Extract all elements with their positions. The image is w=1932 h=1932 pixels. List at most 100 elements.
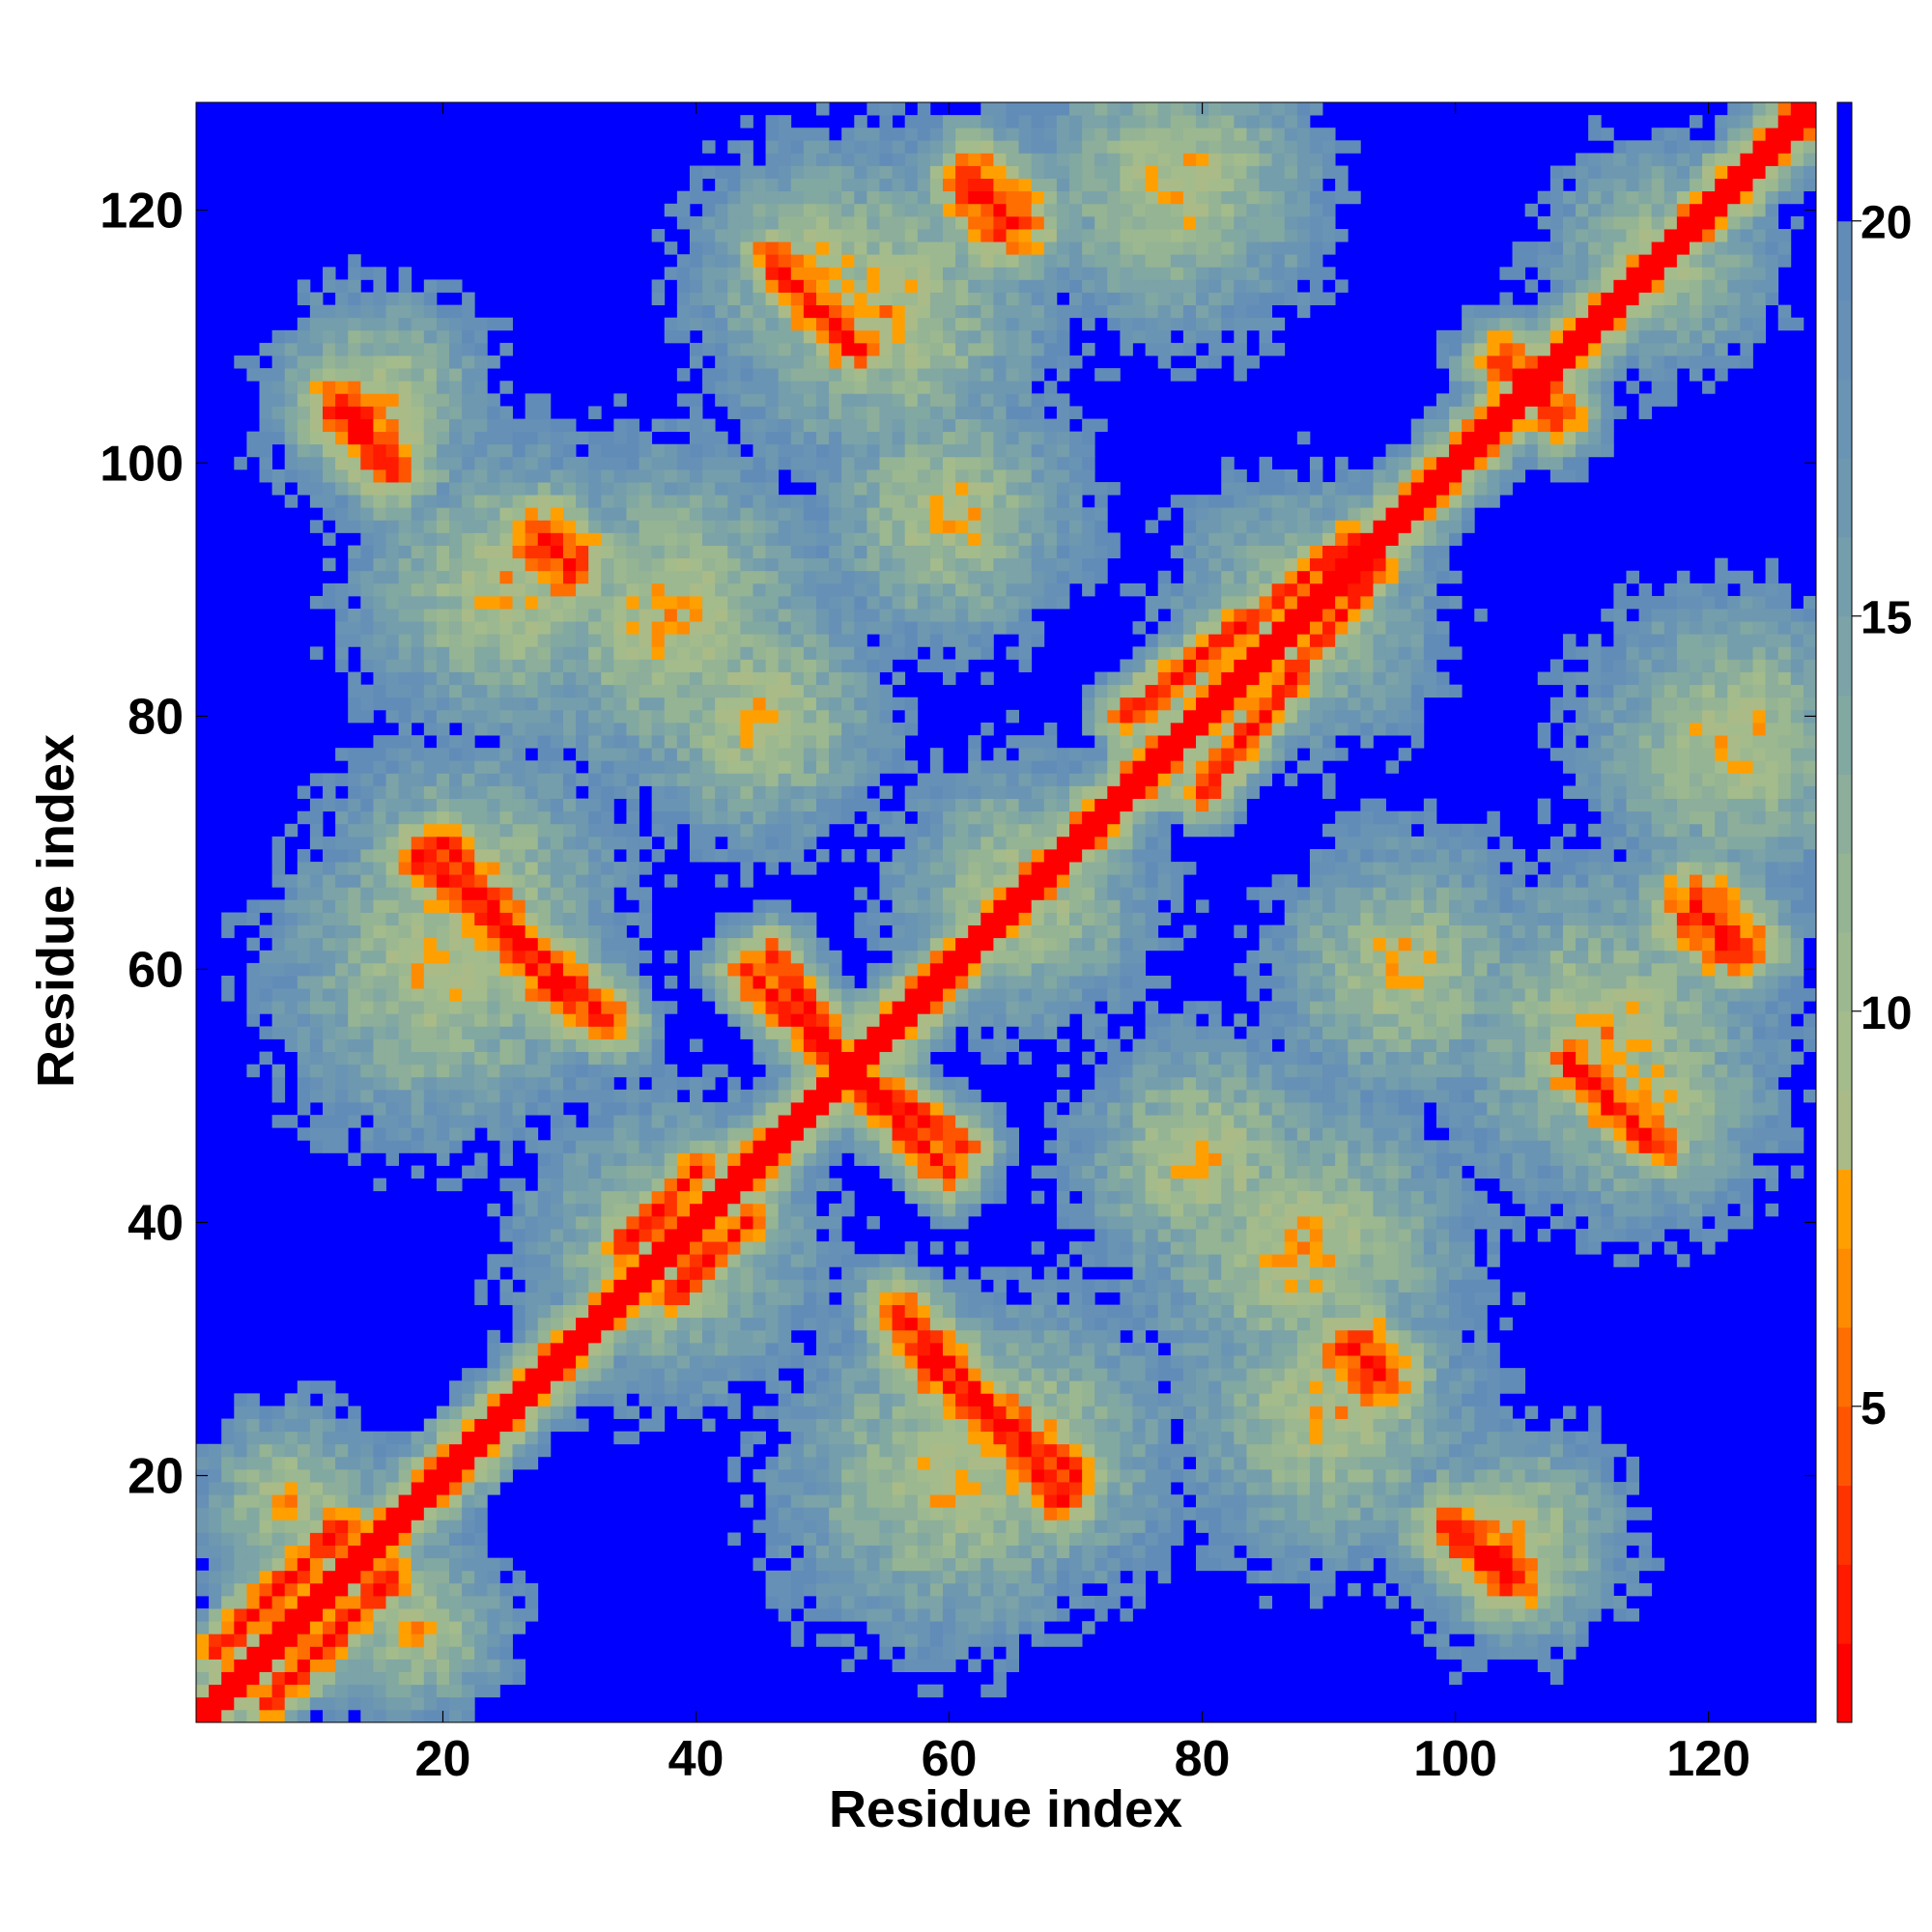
heatmap-cell [309,823,324,838]
heatmap-cell [765,1051,780,1065]
heatmap-cell [487,545,500,559]
heatmap-cell [576,595,589,610]
heatmap-cell [854,748,867,761]
heatmap-cell [803,836,817,850]
heatmap-cell [815,153,830,166]
heatmap-cell [284,976,298,989]
heatmap-cell [487,773,500,786]
heatmap-cell [841,595,855,610]
heatmap-cell [297,1671,311,1686]
heatmap-cell [323,304,336,319]
heatmap-cell [209,1709,222,1723]
heatmap-cell [753,406,766,419]
heatmap-cell [411,696,425,711]
heatmap-cell [929,1355,944,1369]
heatmap-cell [576,507,589,521]
heatmap-cell [929,748,944,761]
heatmap-cell [942,1215,956,1230]
heatmap-cell [385,1621,400,1634]
heatmap-cell [411,609,425,622]
heatmap-cell [512,1304,526,1319]
heatmap-cell [525,798,539,812]
heatmap-cell [765,1329,780,1344]
heatmap-cell [892,153,906,166]
heatmap-cell [917,1659,931,1672]
heatmap-cell [892,545,906,559]
heatmap-cell [601,684,614,698]
heatmap-cell [462,1115,475,1128]
heatmap-cell [702,279,716,293]
heatmap-cell [348,634,361,647]
heatmap-cell [867,381,880,394]
heatmap-cell [525,1393,539,1406]
heatmap-cell [373,1468,386,1483]
heatmap-cell [815,659,830,672]
heatmap-cell [297,1520,311,1533]
heatmap-cell [651,507,666,521]
heatmap-cell [727,1342,741,1356]
heatmap-cell [917,874,931,888]
heatmap-cell [740,1279,753,1293]
heatmap-cell [803,1266,817,1280]
heatmap-cell [676,748,691,761]
heatmap-cell [829,1380,842,1394]
heatmap-cell [676,1140,691,1153]
heatmap-cell [373,659,386,672]
heatmap-cell [639,976,653,989]
heatmap-cell [715,823,728,838]
heatmap-cell [879,1089,893,1103]
heatmap-cell [892,279,906,293]
heatmap-cell [829,406,842,419]
heatmap-cell [778,570,792,584]
heatmap-cell [221,1671,235,1686]
heatmap-cell [904,1406,919,1419]
heatmap-cell [740,482,753,496]
heatmap-cell [689,1215,703,1230]
heatmap-cell [727,709,741,724]
heatmap-cell [639,950,653,964]
heatmap-cell [942,1494,956,1508]
heatmap-cell [613,609,627,622]
heatmap-cell [904,1254,919,1267]
heatmap-cell [917,988,931,1002]
heatmap-cell [348,317,361,331]
heatmap-cell [917,304,931,319]
heatmap-cell [664,646,678,660]
heatmap-cell [867,342,880,356]
heatmap-cell [904,976,919,989]
heatmap-cell [841,1304,855,1319]
heatmap-cell [474,507,488,521]
heatmap-cell [462,671,475,686]
heatmap-cell [740,267,753,280]
heatmap-cell [297,1709,311,1723]
heatmap-cell [942,848,956,863]
heatmap-cell [462,482,475,496]
heatmap-cell [499,709,513,724]
heatmap-cell [462,1557,475,1572]
heatmap-cell [512,823,526,838]
heatmap-cell [462,355,475,369]
heatmap-cell [512,1076,526,1091]
heatmap-cell [196,1634,210,1647]
heatmap-cell [512,1254,526,1267]
heatmap-cell [385,671,400,686]
heatmap-cell [676,1215,691,1230]
heatmap-cell [512,659,526,672]
heatmap-cell [803,1026,817,1039]
heatmap-cell [449,317,463,331]
heatmap-cell [360,937,374,952]
heatmap-cell [601,1115,614,1128]
heatmap-cell [639,1292,653,1306]
heatmap-cell [867,1064,880,1078]
heatmap-cell [360,443,374,458]
heatmap-cell [929,595,944,610]
heatmap-cell [815,469,830,483]
heatmap-cell [601,1304,614,1319]
heatmap-cell [829,178,842,192]
heatmap-cell [525,836,539,850]
heatmap-cell [676,532,691,546]
heatmap-cell [942,810,956,825]
heatmap-cell [550,1102,564,1116]
heatmap-cell [854,1266,867,1280]
heatmap-cell [651,1254,666,1267]
